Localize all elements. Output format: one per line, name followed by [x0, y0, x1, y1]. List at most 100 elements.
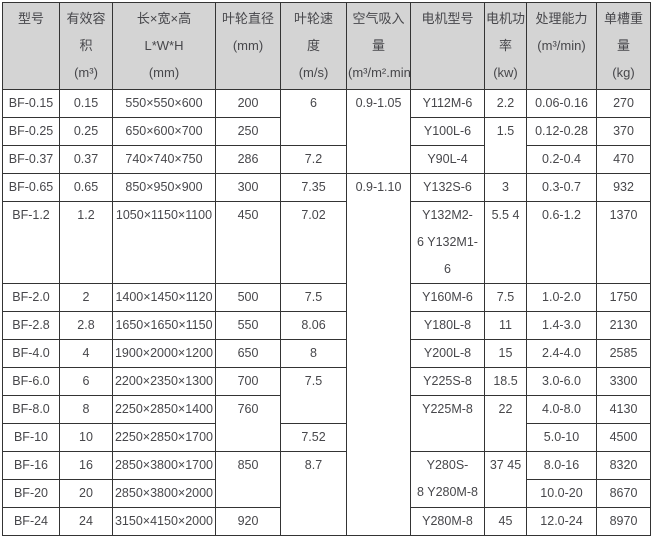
cell-capacity: 10.0-20 — [526, 479, 597, 508]
cell-dimensions: 850×950×900 — [112, 173, 216, 202]
cell-capacity: 8.0-16 — [526, 451, 597, 480]
cell-weight: 8670 — [596, 479, 651, 508]
cell-volume: 2 — [59, 283, 113, 312]
cell-volume: 0.65 — [59, 173, 113, 202]
column-header-air-intake: 空气吸入量 (m³/m².min) — [346, 2, 411, 90]
table-row: BF-0.65 0.65 850×950×900 300 7.35 0.9-1.… — [2, 173, 651, 536]
column-header-impeller-diameter: 叶轮直径 (mm) — [215, 2, 281, 90]
cell-volume: 2.8 — [59, 311, 113, 340]
cell-diameter: 650 — [215, 339, 281, 368]
cell-diameter: 760 — [215, 395, 281, 452]
table-row: BF-4.0 4 1900×2000×1200 650 8 Y200L-8 15… — [2, 339, 651, 368]
cell-model: BF-2.8 — [2, 311, 60, 340]
cell-power: 11 — [484, 311, 527, 340]
cell-speed: 6 — [280, 89, 347, 146]
cell-dimensions: 2850×3800×2000 — [112, 479, 216, 508]
column-header-motor-power: 电机功 率 (kw) — [484, 2, 527, 90]
cell-capacity: 0.3-0.7 — [526, 173, 597, 202]
table-row: BF-2.0 2 1400×1450×1120 500 7.5 Y160M-6 … — [2, 283, 651, 312]
cell-power: 22 — [484, 395, 527, 452]
cell-capacity: 0.06-0.16 — [526, 89, 597, 118]
cell-diameter: 300 — [215, 173, 281, 202]
cell-capacity: 2.4-4.0 — [526, 339, 597, 368]
cell-capacity: 12.0-24 — [526, 507, 597, 536]
cell-capacity: 0.2-0.4 — [526, 145, 597, 174]
cell-model: BF-1.2 — [2, 201, 60, 284]
cell-speed: 7.5 — [280, 367, 347, 424]
cell-weight: 932 — [596, 173, 651, 202]
cell-speed: 7.5 — [280, 283, 347, 312]
cell-speed: 7.2 — [280, 145, 347, 174]
cell-motor: Y200L-8 — [410, 339, 485, 368]
cell-capacity: 4.0-8.0 — [526, 395, 597, 424]
cell-power: 45 — [484, 507, 527, 536]
cell-weight: 8970 — [596, 507, 651, 536]
column-header-capacity: 处理能力 (m³/min) — [526, 2, 597, 90]
cell-diameter: 850 — [215, 451, 281, 508]
cell-speed: 8 — [280, 339, 347, 368]
cell-speed: 7.52 — [280, 423, 347, 452]
cell-dimensions: 650×600×700 — [112, 117, 216, 146]
cell-diameter: 700 — [215, 367, 281, 396]
cell-weight: 8320 — [596, 451, 651, 480]
cell-model: BF-4.0 — [2, 339, 60, 368]
cell-power: 1.5 — [484, 117, 527, 174]
cell-power: 7.5 — [484, 283, 527, 312]
cell-diameter: 200 — [215, 89, 281, 118]
cell-motor: Y180L-8 — [410, 311, 485, 340]
cell-motor: Y132M2- 6 Y132M1- 6 — [410, 201, 485, 284]
cell-volume: 24 — [59, 507, 113, 536]
cell-dimensions: 1900×2000×1200 — [112, 339, 216, 368]
cell-model: BF-0.37 — [2, 145, 60, 174]
cell-weight: 3300 — [596, 367, 651, 396]
column-header-motor-model: 电机型号 — [410, 2, 485, 90]
column-header-impeller-speed: 叶轮速 度 (m/s) — [280, 2, 347, 90]
column-header-weight: 单槽重量 (kg) — [596, 2, 651, 90]
cell-volume: 8 — [59, 395, 113, 424]
cell-speed: 8.7 — [280, 451, 347, 536]
cell-capacity: 5.0-10 — [526, 423, 597, 452]
cell-diameter: 450 — [215, 201, 281, 284]
cell-motor: Y225S-8 — [410, 367, 485, 396]
cell-model: BF-20 — [2, 479, 60, 508]
cell-weight: 2130 — [596, 311, 651, 340]
cell-speed: 7.02 — [280, 201, 347, 284]
cell-air-intake: 0.9-1.05 — [346, 89, 411, 174]
cell-motor: Y132S-6 — [410, 173, 485, 202]
table-row: BF-16 16 2850×3800×1700 850 8.7 Y280S- 8… — [2, 451, 651, 536]
column-header-model: 型号 — [2, 2, 60, 90]
table-row: BF-10 10 2250×2850×1700 7.52 5.0-10 4500 — [2, 423, 651, 452]
table-row: BF-6.0 6 2200×2350×1300 700 7.5 Y225S-8 … — [2, 367, 651, 424]
cell-volume: 20 — [59, 479, 113, 508]
cell-model: BF-16 — [2, 451, 60, 480]
cell-capacity: 1.4-3.0 — [526, 311, 597, 340]
cell-diameter: 286 — [215, 145, 281, 174]
cell-volume: 16 — [59, 451, 113, 480]
table-row: BF-2.8 2.8 1650×1650×1150 550 8.06 Y180L… — [2, 311, 651, 340]
cell-motor: Y90L-4 — [410, 145, 485, 174]
cell-dimensions: 1050×1150×1100 — [112, 201, 216, 284]
cell-power: 15 — [484, 339, 527, 368]
column-header-dimensions: 长×宽×高 L*W*H (mm) — [112, 2, 216, 90]
cell-weight: 2585 — [596, 339, 651, 368]
cell-speed: 7.35 — [280, 173, 347, 202]
table-row: BF-1.2 1.2 1050×1150×1100 450 7.02 Y132M… — [2, 201, 651, 284]
cell-weight: 370 — [596, 117, 651, 146]
cell-weight: 4130 — [596, 395, 651, 424]
cell-dimensions: 740×740×750 — [112, 145, 216, 174]
cell-dimensions: 1400×1450×1120 — [112, 283, 216, 312]
table-row: BF-0.15 0.15 550×550×600 200 6 0.9-1.05 … — [2, 89, 651, 174]
cell-model: BF-0.15 — [2, 89, 60, 118]
cell-weight: 470 — [596, 145, 651, 174]
cell-model: BF-10 — [2, 423, 60, 452]
cell-dimensions: 1650×1650×1150 — [112, 311, 216, 340]
cell-capacity: 3.0-6.0 — [526, 367, 597, 396]
cell-dimensions: 2250×2850×1400 — [112, 395, 216, 424]
cell-weight: 4500 — [596, 423, 651, 452]
column-header-volume: 有效容 积 (m³) — [59, 2, 113, 90]
cell-power: 5.5 4 — [484, 201, 527, 284]
cell-dimensions: 2250×2850×1700 — [112, 423, 216, 452]
cell-capacity: 0.12-0.28 — [526, 117, 597, 146]
cell-diameter: 920 — [215, 507, 281, 536]
